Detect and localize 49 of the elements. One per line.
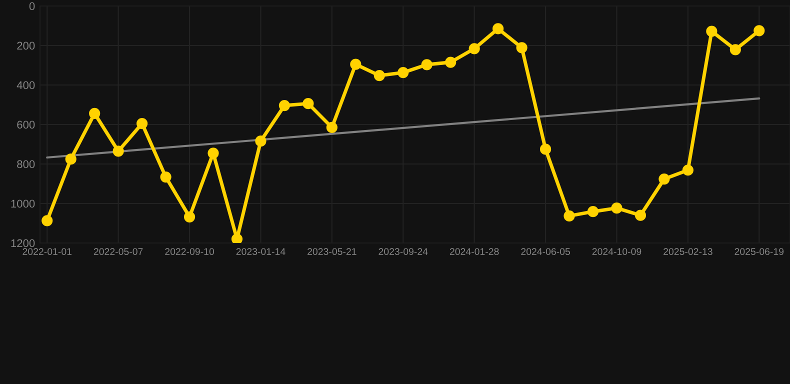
point	[492, 23, 504, 34]
y-tick-label: 1200	[11, 239, 35, 248]
x-tick-label: 2023-01-14	[236, 248, 286, 255]
point	[658, 173, 670, 185]
point	[208, 148, 219, 159]
point	[350, 58, 362, 70]
point	[516, 42, 528, 54]
point	[634, 210, 646, 221]
point	[278, 100, 290, 112]
y-tick-label: 400	[16, 81, 35, 90]
point	[468, 43, 480, 54]
point	[231, 233, 243, 243]
point	[65, 154, 76, 165]
y-tick-label: 600	[17, 120, 35, 129]
point	[302, 98, 314, 110]
point	[682, 164, 694, 176]
point	[754, 25, 765, 36]
point	[136, 118, 148, 130]
point	[587, 206, 599, 218]
x-tick-label: 2025-06-19	[734, 248, 784, 255]
point	[184, 211, 196, 222]
y-tick-label: 0	[29, 2, 35, 10]
x-tick-label: 2024-10-09	[592, 248, 642, 255]
point	[611, 202, 622, 214]
x-tick-label: 2022-09-10	[165, 248, 214, 255]
point	[374, 70, 385, 82]
x-tick-label: 2025-02-13	[664, 248, 712, 255]
y-tick-label: 1000	[11, 200, 35, 208]
point	[160, 171, 172, 183]
point	[540, 144, 552, 155]
point	[255, 136, 266, 147]
y-tick-label: 800	[17, 160, 35, 168]
point	[112, 146, 124, 157]
point	[89, 108, 100, 119]
x-tick-label: 2024-06-05	[521, 248, 570, 255]
point	[326, 122, 338, 134]
point	[706, 26, 718, 37]
point	[445, 56, 456, 68]
x-tick-label: 2022-05-07	[94, 248, 143, 255]
point	[421, 59, 432, 70]
x-tick-label: 2022-01-01	[22, 248, 72, 255]
x-tick-label: 2023-05-21	[308, 248, 356, 255]
x-tick-label: 2023-09-24	[378, 248, 428, 255]
point	[564, 210, 575, 222]
x-tick-label: 2024-01-28	[450, 248, 499, 255]
point	[42, 215, 53, 226]
point	[730, 44, 741, 56]
point	[398, 67, 409, 78]
y-tick-label: 200	[17, 42, 35, 50]
